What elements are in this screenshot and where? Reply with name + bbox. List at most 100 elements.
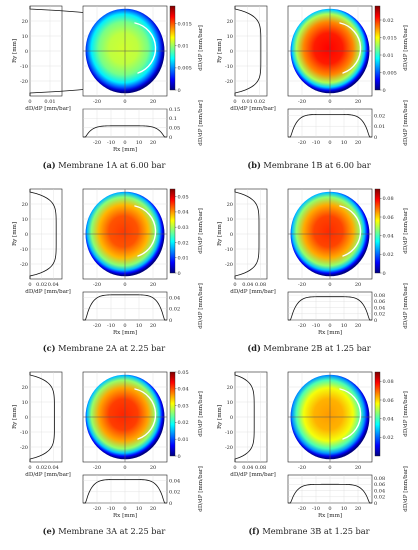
- bottom-xtick-label: 20: [355, 506, 361, 512]
- colorbar-tick-label: 0.015: [383, 35, 397, 41]
- bottom-xtick-label: 10: [136, 506, 142, 512]
- left-ytick-label: 10: [227, 34, 233, 40]
- colorbar-tick-label: 0: [383, 271, 386, 277]
- bottom-ytick-label: 0.05: [169, 125, 180, 131]
- reflection-arc: [339, 205, 362, 257]
- bottom-xtick-label: -20: [93, 140, 101, 146]
- colorbar-label: dD/dP [mm/bar]: [403, 25, 409, 71]
- heatmap-xtick-label: 0: [123, 99, 126, 105]
- left-xtick-label: 0: [233, 465, 236, 471]
- left-xtick-label: 0: [28, 99, 31, 105]
- colorbar-tick-label: 0.02: [383, 252, 394, 258]
- bottom-xtick-label: -20: [298, 506, 306, 512]
- left-ytick-label: -20: [225, 445, 233, 451]
- left-ytick-label: -20: [225, 262, 233, 268]
- bottom-profile-line: [83, 479, 167, 504]
- caption-letter: (d): [247, 343, 261, 353]
- bottom-ytick-label: 0: [374, 135, 377, 141]
- colorbar-tick-label: 0.01: [178, 256, 189, 262]
- left-ylabel: Ry [mm]: [12, 405, 18, 429]
- heatmap-xtick-label: 20: [150, 99, 156, 105]
- bottom-xtick-label: 0: [328, 323, 331, 329]
- bottom-profile-line: [288, 483, 372, 504]
- bottom-ytick-label: 0.04: [169, 478, 180, 484]
- bottom-xtick-label: 20: [150, 140, 156, 146]
- left-ytick-label: -10: [20, 64, 28, 70]
- left-ytick-label: 10: [22, 217, 28, 223]
- bottom-ylabel: dD/dP [mm/bar]: [403, 466, 409, 512]
- bottom-ytick-label: 0: [169, 135, 172, 141]
- left-ytick-label: -10: [225, 64, 233, 70]
- colorbar-tick-label: 0.04: [383, 233, 394, 239]
- left-ytick-label: -10: [20, 430, 28, 436]
- left-ytick-label: 20: [22, 202, 28, 208]
- bottom-xlabel: Rx [mm]: [113, 330, 137, 336]
- left-xlabel: dD/dP [mm/bar]: [230, 472, 276, 478]
- bottom-xtick-label: 10: [341, 140, 347, 146]
- bottom-xlabel: Rx [mm]: [113, 147, 137, 153]
- colorbar-tick-label: 0.04: [178, 387, 189, 393]
- caption-letter: (f): [248, 526, 259, 536]
- bottom-xtick-label: -10: [312, 506, 320, 512]
- bottom-xtick-label: 20: [150, 323, 156, 329]
- heatmap-xtick-label: 0: [123, 282, 126, 288]
- colorbar-tick-label: 0.015: [178, 21, 192, 27]
- bottom-xtick-label: -20: [298, 323, 306, 329]
- left-ylabel: Ry [mm]: [217, 39, 223, 63]
- left-xtick-label: 0.02: [254, 99, 265, 105]
- bottom-xtick-label: 20: [355, 323, 361, 329]
- left-ylabel: Ry [mm]: [217, 222, 223, 246]
- colorbar: [169, 371, 176, 457]
- left-ytick-label: 0: [230, 415, 233, 421]
- reflection-arc: [339, 22, 362, 74]
- left-xlabel: dD/dP [mm/bar]: [25, 106, 71, 112]
- bottom-profile-line: [83, 294, 167, 321]
- colorbar-label: dD/dP [mm/bar]: [198, 25, 204, 71]
- bottom-ytick-label: 0.15: [169, 107, 180, 113]
- left-xlabel: dD/dP [mm/bar]: [230, 289, 276, 295]
- bottom-profile-line: [288, 113, 372, 138]
- bottom-xtick-label: -20: [93, 323, 101, 329]
- colorbar-label: dD/dP [mm/bar]: [198, 208, 204, 254]
- left-ytick-label: -20: [225, 79, 233, 85]
- heatmap-xtick-label: 20: [355, 99, 361, 105]
- caption-text: Membrane 2A at 2.25 bar: [56, 343, 166, 353]
- left-ytick-label: 0: [25, 49, 28, 55]
- caption-letter: (a): [43, 160, 56, 170]
- colorbar: [374, 188, 381, 274]
- bottom-xtick-label: 10: [136, 323, 142, 329]
- bottom-ytick-label: 0.04: [374, 488, 385, 494]
- bottom-ylabel: dD/dP [mm/bar]: [403, 100, 409, 146]
- bottom-ytick-label: 0.06: [374, 299, 385, 305]
- bottom-xlabel: Rx [mm]: [113, 513, 137, 519]
- colorbar-tick-label: 0.01: [178, 44, 189, 50]
- bottom-ytick-label: 0: [374, 318, 377, 324]
- left-ytick-label: -10: [20, 247, 28, 253]
- heatmap-xtick-label: 20: [150, 465, 156, 471]
- bottom-xtick-label: -10: [107, 323, 115, 329]
- left-profile-line: [234, 372, 255, 462]
- reflection-arc: [134, 205, 157, 257]
- left-ytick-label: 10: [227, 217, 233, 223]
- left-ytick-label: 10: [22, 400, 28, 406]
- reflection-arc: [134, 22, 157, 74]
- bottom-ytick-label: 0.04: [374, 305, 385, 311]
- colorbar-tick-label: 0.03: [178, 225, 189, 231]
- left-xlabel: dD/dP [mm/bar]: [25, 472, 71, 478]
- heatmap-xtick-label: 0: [328, 282, 331, 288]
- caption-text: Membrane 3A at 2.25 bar: [56, 526, 166, 536]
- colorbar-tick-label: 0.01: [383, 53, 394, 59]
- left-xtick-label: 0.04: [242, 282, 253, 288]
- left-ytick-label: 20: [227, 385, 233, 391]
- left-ylabel: Ry [mm]: [12, 39, 18, 63]
- bottom-xlabel: Rx [mm]: [318, 513, 342, 519]
- bottom-xtick-label: 20: [355, 140, 361, 146]
- colorbar-tick-label: 0.01: [178, 437, 189, 443]
- bottom-ylabel: dD/dP [mm/bar]: [198, 466, 204, 512]
- caption-text: Membrane 1B at 6.00 bar: [261, 160, 371, 170]
- bottom-ytick-label: 0: [169, 501, 172, 507]
- heatmap-xtick-label: 20: [355, 282, 361, 288]
